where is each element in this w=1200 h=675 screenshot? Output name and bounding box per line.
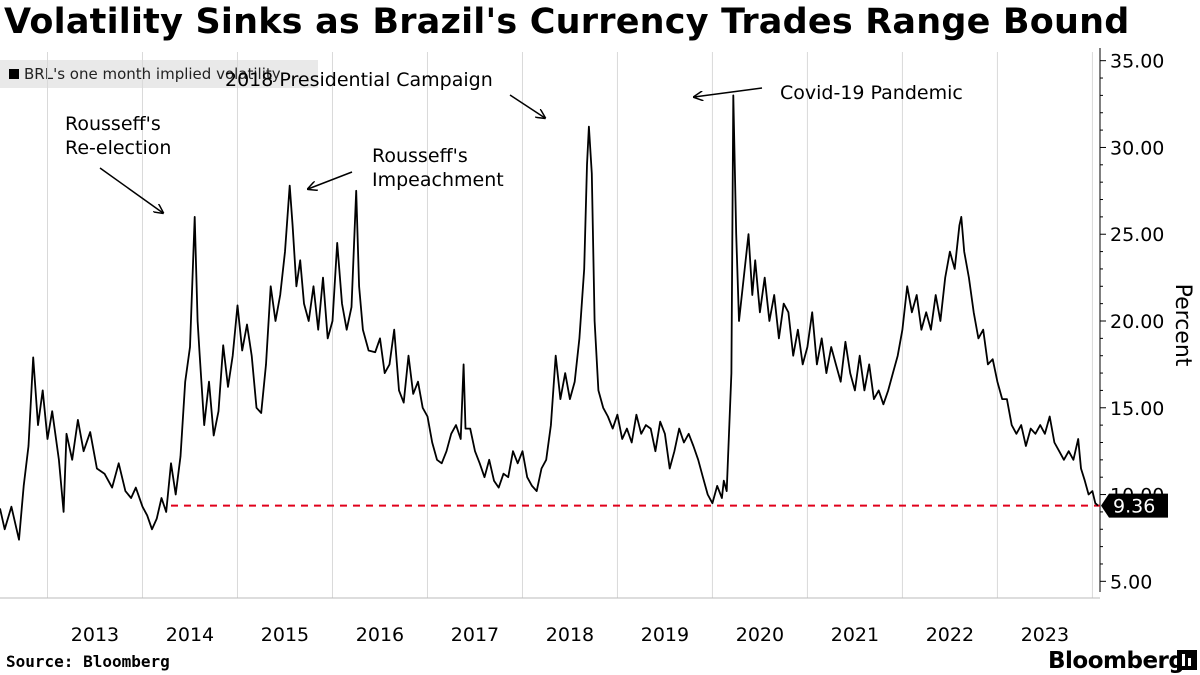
annotation-line: Rousseff's	[372, 145, 468, 167]
y-tick-label: 30.00	[1110, 137, 1164, 159]
x-axis: 2013 2014 2015 2016 2017 2018 2019 2020 2021 2022…	[0, 597, 1100, 646]
bloomberg-terminal-icon	[1177, 650, 1197, 670]
series-line	[0, 94, 1099, 541]
brand-logo-text: Bloomberg	[1048, 648, 1185, 674]
y-tick-label: 15.00	[1110, 398, 1164, 420]
x-tick-label: 2021	[831, 624, 879, 646]
legend-swatch	[9, 69, 19, 79]
source-note: Source: Bloomberg	[6, 652, 170, 671]
x-tick-label: 2015	[261, 624, 309, 646]
last-value-label: 9.36	[1113, 496, 1155, 518]
x-tick-label: 2022	[926, 624, 974, 646]
x-tick-label: 2017	[451, 624, 499, 646]
annotation-text: Rousseff's Impeachment	[372, 145, 504, 191]
y-tick-label: 25.00	[1110, 224, 1164, 246]
legend: BRL's one month implied volatility	[0, 60, 318, 88]
annotation-line: 2018 Presidential Campaign	[225, 69, 493, 91]
gridlines	[46, 52, 1093, 598]
x-tick-label: 2014	[166, 624, 214, 646]
annotation-text: 2018 Presidential Campaign	[225, 69, 493, 91]
y-tick-label: 5.00	[1110, 571, 1152, 593]
x-tick-label: 2013	[71, 624, 119, 646]
legend-label: BRL's one month implied volatility	[24, 65, 281, 83]
chart-title: Volatility Sinks as Brazil's Currency Tr…	[4, 2, 1130, 42]
x-tick-label: 2023	[1021, 624, 1069, 646]
last-value-badge	[1101, 493, 1168, 518]
y-axis: 5.0010.0015.0020.0025.0030.0035.00Percen…	[1099, 48, 1195, 593]
x-tick-label: 2016	[356, 624, 404, 646]
annotation-line: Rousseff's	[65, 113, 161, 135]
annotation-text: Covid-19 Pandemic	[780, 82, 963, 104]
annotation-line: Covid-19 Pandemic	[780, 82, 963, 104]
annotation-line: Impeachment	[372, 169, 504, 191]
series-group	[0, 94, 1099, 541]
x-tick-label: 2019	[641, 624, 689, 646]
annotation-text: Rousseff's Re-election	[65, 113, 171, 159]
annotation-line: Re-election	[65, 137, 171, 159]
annotation-arrow	[308, 171, 353, 189]
y-tick-label: 35.00	[1110, 51, 1164, 73]
annotation-arrow	[99, 167, 163, 213]
y-axis-title: Percent	[1170, 284, 1195, 367]
x-tick-label: 2020	[736, 624, 784, 646]
annotation-arrow	[509, 94, 545, 118]
last-value-group: 9.36	[1101, 493, 1168, 518]
annotation-arrow	[694, 87, 763, 97]
x-tick-label: 2018	[546, 624, 594, 646]
y-tick-label: 20.00	[1110, 311, 1164, 333]
annotations: Rousseff's Re-election Rousseff's Impeachme…	[65, 69, 963, 213]
